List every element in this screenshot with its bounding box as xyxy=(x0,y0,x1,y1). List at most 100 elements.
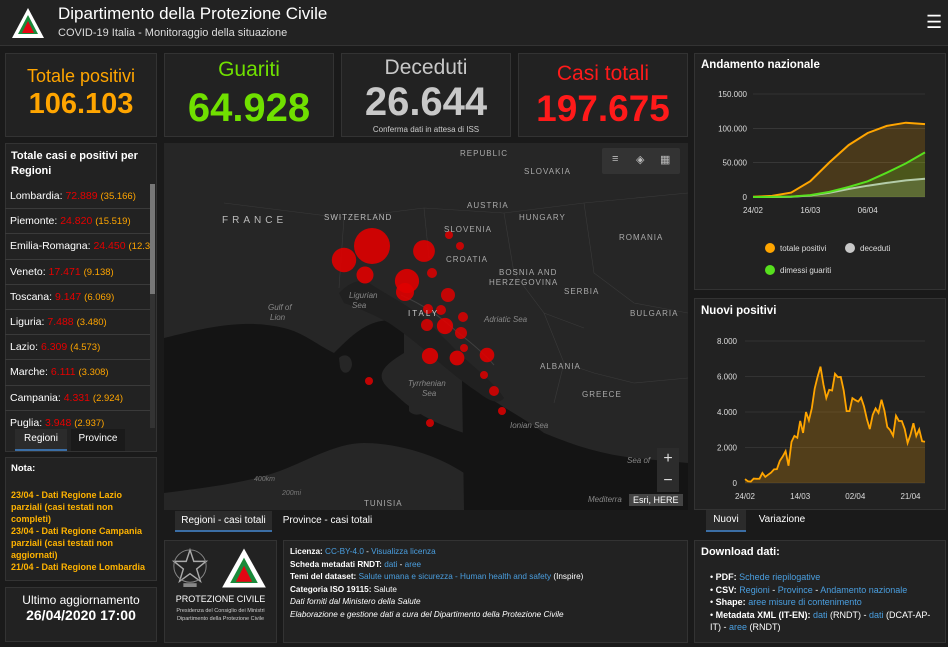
xml-dati-rndt-link[interactable]: dati xyxy=(813,609,828,620)
basemap-gallery-icon[interactable]: ▦ xyxy=(660,154,671,166)
hamburger-menu-icon[interactable]: ☰ xyxy=(926,12,943,32)
region-total: 24.820 xyxy=(60,215,93,228)
list-icon[interactable]: ≡ xyxy=(612,153,619,165)
scheda-dati-link[interactable]: dati xyxy=(384,559,398,569)
series-line xyxy=(752,151,926,198)
map-bubbles xyxy=(331,228,506,427)
download-shape-item: • Shape: aree misure di contenimento xyxy=(710,597,862,607)
map-bubble[interactable] xyxy=(455,327,467,339)
zoom-in-button[interactable]: + xyxy=(657,448,679,470)
map-bubble[interactable] xyxy=(436,305,446,315)
map-bubble[interactable] xyxy=(449,350,465,366)
xml-label: Metadata XML (IT-EN): xyxy=(715,609,811,620)
region-name: Lazio: xyxy=(10,341,39,354)
xml-dati-dcat-link[interactable]: dati xyxy=(869,609,884,620)
visualizza-licenza-link[interactable]: Visualizza licenza xyxy=(371,547,436,556)
last-update-value: 26/04/2020 17:00 xyxy=(26,607,136,623)
map-bubble[interactable] xyxy=(354,228,390,264)
region-row[interactable]: Marche: 6.111 (3.308) xyxy=(5,360,152,386)
map-bubble[interactable] xyxy=(436,317,454,335)
map-bubble[interactable] xyxy=(365,377,373,385)
y-tick-label: 2.000 xyxy=(717,444,738,453)
region-row[interactable]: Toscana: 9.147 (6.069) xyxy=(5,285,152,310)
note-line: completi) xyxy=(11,514,52,524)
map-bubble[interactable] xyxy=(423,304,433,314)
tab-province-casi-totali[interactable]: Province - casi totali xyxy=(278,511,377,532)
trend-chart: 0 50.000 100.000 150.000 24/02 16/03 06/04 tota… xyxy=(718,90,926,275)
tab-variazione[interactable]: Variazione xyxy=(752,510,812,532)
map-label: HERZEGOVINA xyxy=(489,278,559,287)
region-active: (15.519) xyxy=(95,216,131,228)
map-bubble[interactable] xyxy=(421,347,439,365)
tab-regioni[interactable]: Regioni xyxy=(15,429,67,451)
notes-panel: Nota: 23/04 - Dati Regione Lazio parziali… xyxy=(5,457,157,581)
map-label: Ionian Sea xyxy=(510,421,549,430)
map-bubble[interactable] xyxy=(445,231,453,239)
region-row[interactable]: Lazio: 6.309 (4.573) xyxy=(5,335,152,361)
region-row[interactable]: Campania: 4.331 (2.924) xyxy=(5,386,152,411)
region-active: (4.573) xyxy=(70,342,101,354)
series-area xyxy=(745,366,925,483)
region-total: 6.309 xyxy=(40,341,68,354)
region-row[interactable]: Liguria: 7.488 (3.480) xyxy=(5,310,152,336)
region-name: Marche: xyxy=(10,366,48,379)
regions-list[interactable]: Lombardia: 72.889 (35.166) Piemonte: 24.8… xyxy=(5,184,152,428)
map-bubble[interactable] xyxy=(489,386,499,396)
y-tick-label: 6.000 xyxy=(717,373,738,382)
shape-link[interactable]: aree misure di contenimento xyxy=(748,597,862,607)
licenza-value-link[interactable]: CC-BY-4.0 xyxy=(325,547,364,556)
elaborazione-line: Elaborazione e gestione dati a cura del … xyxy=(290,609,564,619)
region-row[interactable]: Puglia: 3.948 (2.937) xyxy=(5,411,152,428)
temi-link[interactable]: Salute umana e sicurezza - Human health … xyxy=(358,572,552,581)
licenza-label: Licenza: xyxy=(290,547,323,556)
regions-scrollbar[interactable] xyxy=(150,184,155,428)
layers-icon[interactable]: ◈ xyxy=(636,154,645,166)
note-line: 23/04 - Dati Regione Campania xyxy=(11,526,143,536)
map-label: Adriatic Sea xyxy=(484,315,528,324)
map-bubble[interactable] xyxy=(498,407,506,415)
xml-t3: (RNDT) xyxy=(747,622,781,632)
x-tick-label: 16/03 xyxy=(800,206,821,215)
map-view[interactable]: REPUBLIC SLOVAKIA AUSTRIA HUNGARY FRANCE SWIT… xyxy=(164,143,688,510)
map-bubble[interactable] xyxy=(456,242,464,250)
legend-label: deceduti xyxy=(860,244,890,253)
map-label: TUNISIA xyxy=(364,499,403,508)
region-total: 4.331 xyxy=(63,391,90,404)
region-total: 3.948 xyxy=(45,416,72,428)
xml-aree-link[interactable]: aree xyxy=(729,622,748,632)
csv-andamento-link[interactable]: Andamento nazionale xyxy=(820,584,908,595)
series-area xyxy=(753,178,925,197)
region-total: 24.450 xyxy=(93,240,126,253)
region-active: (12.341) xyxy=(128,241,153,253)
y-tick-label: 0 xyxy=(743,193,748,202)
region-row[interactable]: Veneto: 17.471 (9.138) xyxy=(5,260,152,285)
csv-regioni-link[interactable]: Regioni xyxy=(739,584,770,595)
map-bubble[interactable] xyxy=(421,319,433,331)
map-bubble[interactable] xyxy=(480,371,488,379)
zoom-out-button[interactable]: − xyxy=(657,470,679,492)
region-row[interactable]: Piemonte: 24.820 (15.519) xyxy=(5,209,152,235)
csv-province-link[interactable]: Province xyxy=(777,584,813,595)
map-bubble[interactable] xyxy=(460,344,468,352)
region-row[interactable]: Emilia-Romagna: 24.450 (12.341) xyxy=(5,234,153,260)
protezione-civile-emblem-icon xyxy=(222,548,266,588)
map-bubble[interactable] xyxy=(427,268,437,278)
region-active: (3.480) xyxy=(76,316,107,328)
pdf-link[interactable]: Schede riepilogative xyxy=(739,572,821,582)
region-row[interactable]: Lombardia: 72.889 (35.166) xyxy=(5,184,152,210)
region-total: 17.471 xyxy=(48,265,81,278)
map-bubble[interactable] xyxy=(441,288,455,302)
map-bubble[interactable] xyxy=(331,247,357,273)
map-bubble[interactable] xyxy=(356,266,374,284)
y-tick-label: 4.000 xyxy=(717,408,738,417)
map-bubble[interactable] xyxy=(413,240,435,262)
tab-province[interactable]: Province xyxy=(71,429,125,451)
note-line: aggiornati) xyxy=(11,550,58,560)
map-bubble[interactable] xyxy=(458,312,468,322)
tab-nuovi[interactable]: Nuovi xyxy=(706,510,746,532)
map-bubble[interactable] xyxy=(426,419,434,427)
tab-regioni-casi-totali[interactable]: Regioni - casi totali xyxy=(175,511,272,532)
map-bubble[interactable] xyxy=(479,347,495,363)
scheda-aree-link[interactable]: aree xyxy=(404,559,422,569)
map-bubble[interactable] xyxy=(396,283,414,301)
